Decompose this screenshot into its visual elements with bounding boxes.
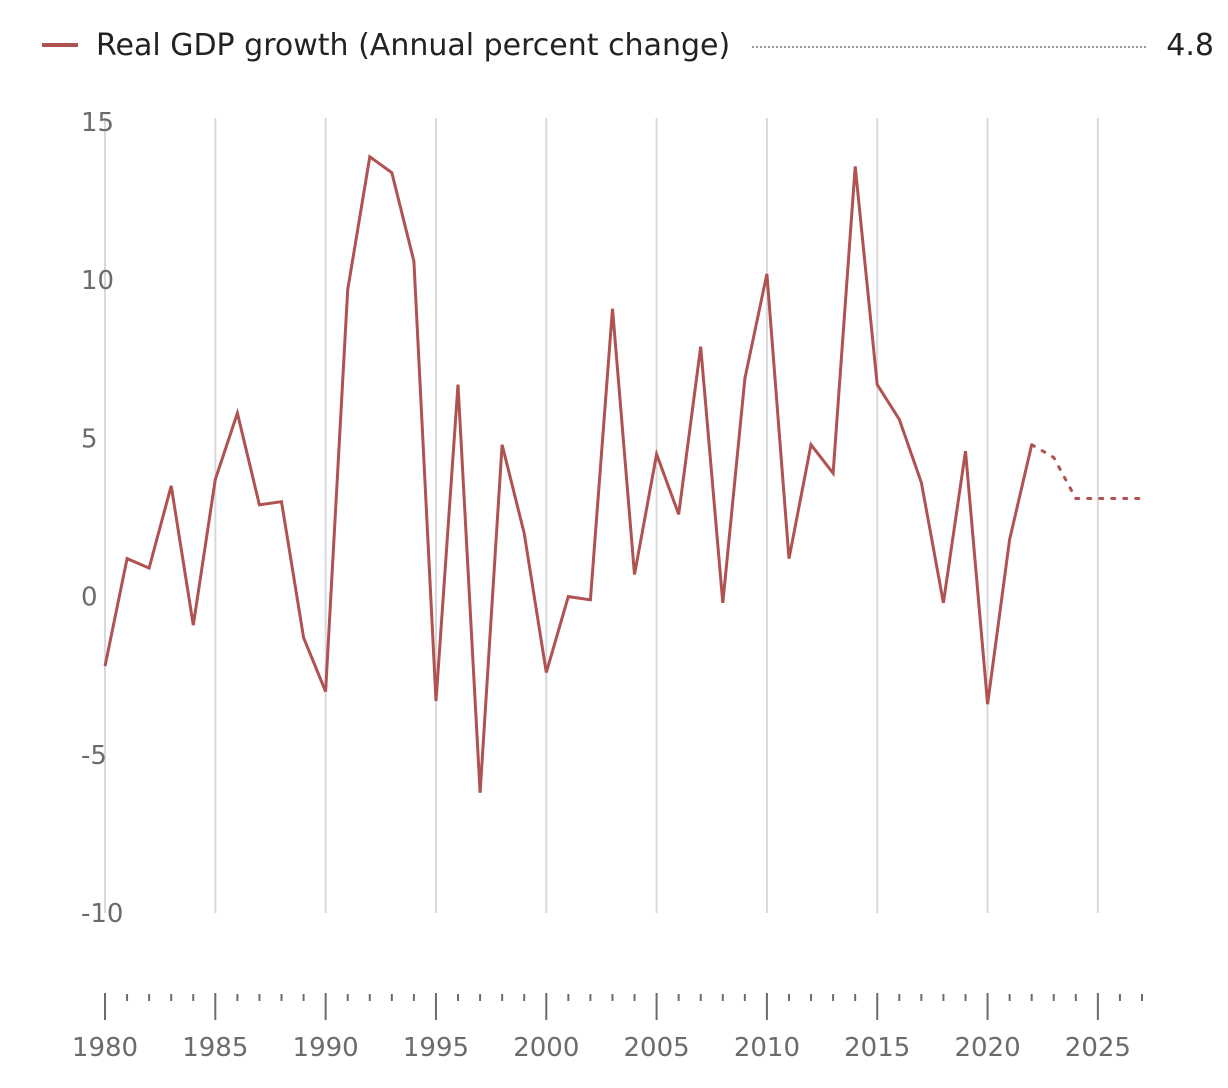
data-point-1991 [347,288,349,290]
data-point-1995 [435,700,437,702]
projection-point-2025 [1097,497,1099,499]
data-point-2019 [964,450,966,452]
data-point-2020 [986,703,988,705]
legend-swatch [42,43,78,47]
projection-point-2026 [1119,497,1121,499]
data-point-1999 [523,532,525,534]
y-tick-label-0: 0 [81,583,98,613]
x-tick-label-2000: 2000 [513,1033,579,1063]
data-point-2008 [722,602,724,604]
data-point-2013 [832,472,834,474]
data-point-2006 [677,513,679,515]
x-tick-label-2020: 2020 [954,1033,1020,1063]
data-point-1994 [413,260,415,262]
data-point-1992 [369,156,371,158]
data-point-1997 [479,792,481,794]
data-point-2009 [744,377,746,379]
data-point-2014 [854,165,856,167]
projection-point-2022 [1030,444,1032,446]
x-tick-label-1980: 1980 [72,1033,138,1063]
data-point-2007 [700,345,702,347]
gridlines [104,118,1099,913]
y-tick-label--10: -10 [81,899,123,929]
data-point-1981 [126,557,128,559]
y-axis-labels: 15 10 5 0 -5 -10 [81,108,123,929]
projection-point-2027 [1141,497,1143,499]
x-tick-label-2015: 2015 [844,1033,910,1063]
data-point-1989 [302,637,304,639]
series-line [103,154,1034,793]
legend-series-label: Real GDP growth (Annual percent change) [96,27,731,63]
data-point-2017 [920,481,922,483]
y-tick-label-10: 10 [81,266,114,296]
x-axis: 1980 1985 1990 1995 2000 2005 2010 2015 2020 2025 [72,993,1143,1063]
data-point-1984 [192,624,194,626]
x-tick-label-1985: 1985 [182,1033,248,1063]
data-point-1985 [214,478,216,480]
data-point-1986 [236,412,238,414]
legend: Real GDP growth (Annual percent change) … [42,22,1214,68]
projection-point-2023 [1053,456,1055,458]
data-point-1982 [148,567,150,569]
data-point-1990 [324,690,326,692]
data-point-1988 [280,500,282,502]
data-point-1996 [457,383,459,385]
data-point-2000 [545,671,547,673]
x-tick-label-2010: 2010 [734,1033,800,1063]
data-point-1987 [258,504,260,506]
data-point-1998 [501,444,503,446]
projection-point-2024 [1075,497,1077,499]
projection-line [1030,443,1144,500]
data-point-2002 [589,599,591,601]
data-point-1980 [104,665,106,667]
x-tick-label-1995: 1995 [403,1033,469,1063]
x-tick-label-2005: 2005 [624,1033,690,1063]
projection-points [1030,444,1143,500]
data-point-1993 [391,171,393,173]
data-point-2001 [567,595,569,597]
data-point-2018 [942,602,944,604]
x-tick-label-1990: 1990 [293,1033,359,1063]
x-tick-label-2025: 2025 [1065,1033,1131,1063]
data-point-2004 [633,573,635,575]
data-point-2010 [766,273,768,275]
series-points [104,156,1033,794]
legend-leader-line [752,46,1147,48]
y-tick-label-15: 15 [81,108,114,138]
data-point-2003 [611,307,613,309]
data-point-2015 [876,383,878,385]
y-tick-label-5: 5 [81,424,98,454]
series-layer [103,154,1144,794]
data-point-2021 [1008,538,1010,540]
data-point-2012 [810,444,812,446]
data-point-2011 [788,557,790,559]
data-point-2016 [898,418,900,420]
data-point-1983 [170,485,172,487]
legend-latest-value: 4.8 [1166,27,1214,63]
data-point-2005 [655,453,657,455]
y-tick-label--5: -5 [81,741,107,771]
